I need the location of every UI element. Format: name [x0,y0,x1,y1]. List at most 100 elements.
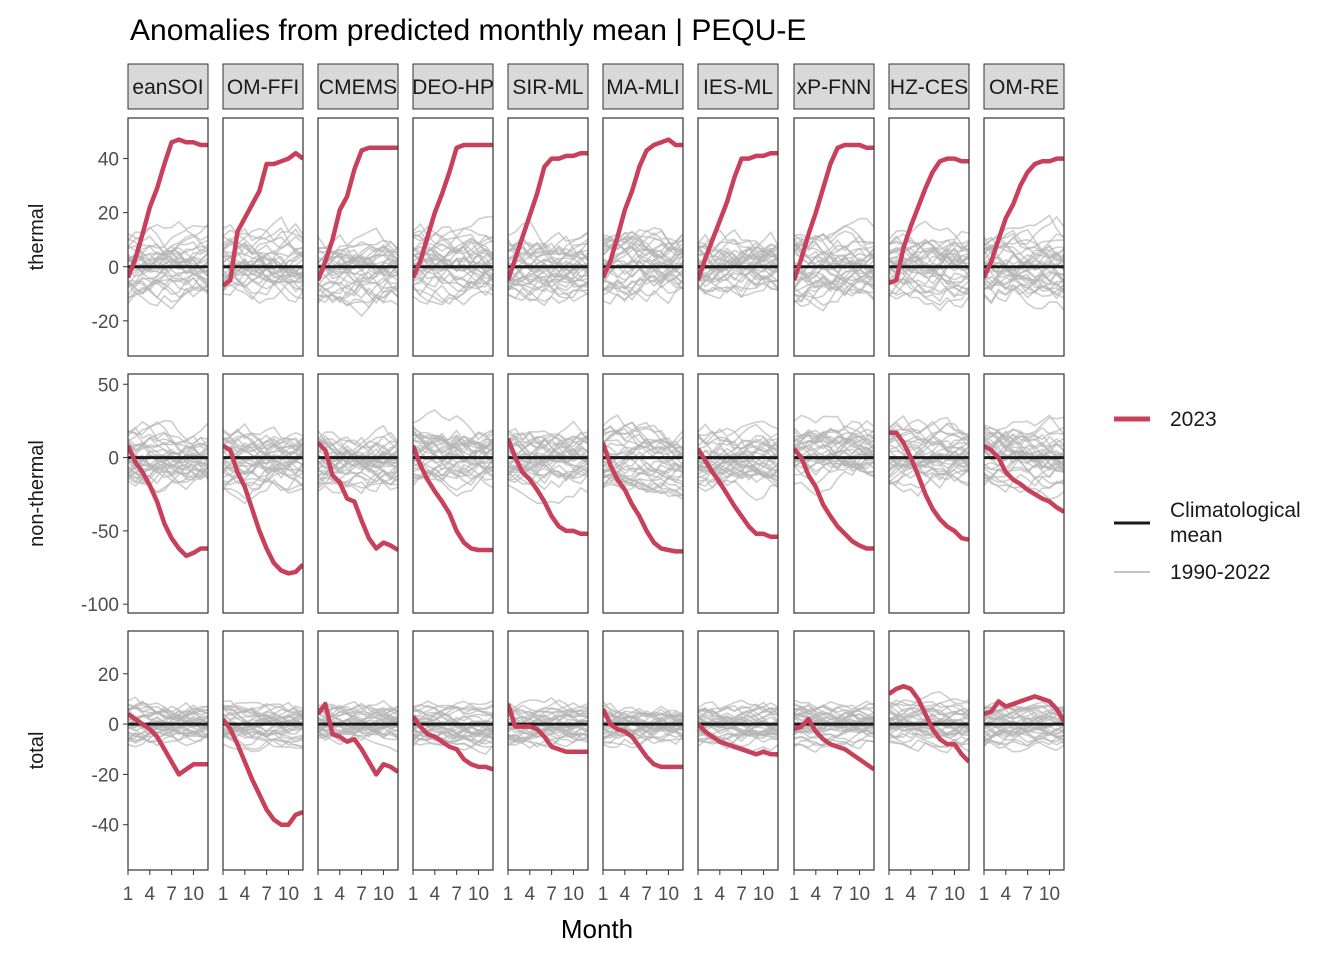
series-line-1990-2022 [223,722,303,739]
series-line-1990-2022 [984,439,1064,472]
y-tick-label: -20 [92,765,119,786]
x-tick-label: 1 [123,884,134,905]
series-line-1990-2022 [413,245,493,265]
panel [983,117,1065,357]
y-tick-label: 50 [98,375,119,396]
series-line-1990-2022 [413,735,493,747]
panel-border [317,373,399,614]
series-line-1990-2022 [794,248,874,276]
panel [127,117,209,357]
series-line-1990-2022 [318,273,398,293]
facet-strip-label: xP-FNN [797,76,872,99]
x-tick-label: 10 [278,884,299,905]
series-line-1990-2022 [603,471,683,492]
series-line-1990-2022 [794,432,874,451]
y-tick-label: 0 [108,449,119,470]
x-tick-label: 4 [620,884,631,905]
series-line-1990-2022 [318,246,398,271]
series-line-1990-2022 [698,459,778,493]
series-line-1990-2022 [698,248,778,273]
series-line-1990-2022 [794,414,874,440]
series-line-1990-2022 [318,702,398,724]
y-tick-label: -20 [92,312,119,333]
panel-border [127,117,209,357]
row-label-total: total [26,732,48,770]
y-tick-label: 40 [98,150,119,171]
series-line-1990-2022 [508,714,588,737]
x-tick-label: 7 [261,884,272,905]
series-line-1990-2022 [889,472,969,489]
legend-label: 2023 [1170,408,1217,431]
facet-panels: eanSOI OM-FFI CMEMS DEO-HP SIR-ML MA-MLI IES-M… [81,63,1065,905]
series-line-1990-2022 [508,484,588,505]
series-line-1990-2022 [223,705,303,718]
legend-label: 1990-2022 [1170,561,1270,584]
series-line-1990-2022 [128,419,208,441]
series-line-1990-2022 [698,243,778,268]
panel-border [983,373,1065,614]
facet-strip: SIR-ML [507,63,589,110]
chart-title: Anomalies from predicted monthly mean | … [130,14,806,47]
series-line-1990-2022 [984,267,1064,300]
series-line-1990-2022 [603,414,683,454]
y-tick-label: 20 [98,665,119,686]
series-line-1990-2022 [794,727,874,749]
legend-item: 2023 [1114,408,1217,431]
series-line-2023 [413,715,493,772]
series-line-1990-2022 [698,241,778,292]
facet-strip-label: OM-RE [989,76,1059,99]
x-tick-label: 7 [546,884,557,905]
series-line-1990-2022 [984,426,1064,451]
panel-border [412,373,494,614]
series-line-2023 [413,444,493,553]
series-line-1990-2022 [508,702,588,724]
series-line-1990-2022 [508,458,588,484]
series-line-1990-2022 [128,441,208,455]
panel: 1 4 7 10 [408,630,494,905]
facet-strip-label: MA-MLI [606,76,680,99]
series-line-1990-2022 [698,423,778,453]
series-line-1990-2022 [318,270,398,290]
series-line-1990-2022 [128,421,208,465]
series-line-1990-2022 [698,436,778,463]
row-labels: thermal non-thermal total [26,204,48,770]
series-line-1990-2022 [603,260,683,284]
series-line-1990-2022 [318,282,398,318]
panel-border [222,630,304,871]
series-line-2023 [508,150,588,282]
series-line-1990-2022 [223,703,303,716]
series-line-1990-2022 [128,249,208,277]
panel-border [317,117,399,357]
facet-strip-label: IES-ML [703,76,773,99]
legend-item: 1990-2022 [1114,561,1270,584]
panel-border [888,117,970,357]
series-line-1990-2022 [984,270,1064,291]
series-line-1990-2022 [698,455,778,488]
series-line-1990-2022 [128,465,208,494]
panel-border [983,117,1065,357]
x-tick-label: 10 [183,884,204,905]
series-line-1990-2022 [128,255,208,291]
panel [697,373,779,614]
panel: 1 4 7 10 [884,630,970,905]
series-line-1990-2022 [318,471,398,495]
panel [127,373,209,614]
series-line-1990-2022 [889,445,969,468]
x-tick-label: 1 [693,884,704,905]
x-tick-label: 4 [525,884,536,905]
series-line-1990-2022 [413,253,493,274]
panel-border [793,630,875,871]
series-line-1990-2022 [128,272,208,299]
series-line-1990-2022 [603,708,683,728]
series-line-2023 [984,156,1064,279]
series-line-1990-2022 [889,255,969,277]
series-line-1990-2022 [603,446,683,474]
panel-border [888,630,970,871]
series-line-1990-2022 [889,286,969,303]
series-line-1990-2022 [984,706,1064,716]
series-line-2023 [984,694,1064,723]
series-line-2023 [128,712,208,777]
series-line-1990-2022 [318,239,398,255]
x-tick-label: 7 [451,884,462,905]
panel [412,373,494,614]
